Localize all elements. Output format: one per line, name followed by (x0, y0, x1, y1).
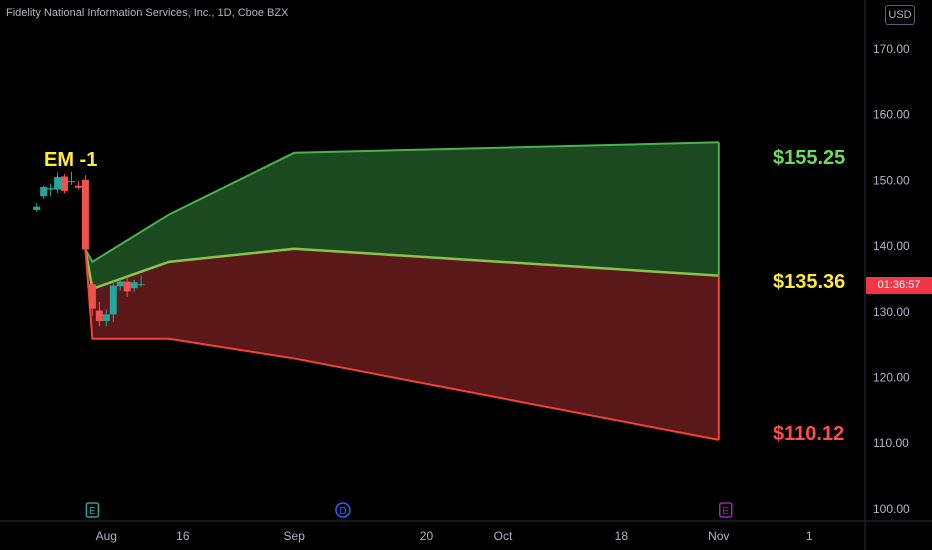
event-marker-letter: D (339, 506, 346, 517)
candle-body (54, 177, 62, 190)
time-tick-label: 20 (420, 529, 434, 543)
candle-body (109, 285, 117, 315)
time-tick-label: Sep (284, 529, 306, 543)
time-tick-label: Oct (494, 529, 513, 543)
candlesticks (33, 171, 145, 327)
candle-body (88, 284, 96, 309)
price-tick-label: 170.00 (873, 42, 910, 56)
band-fills (85, 142, 719, 440)
price-tick-label: 130.00 (873, 305, 910, 319)
candle-body (102, 314, 110, 321)
candle-body (68, 181, 75, 183)
time-tick-label: 18 (615, 529, 629, 543)
candle-body (81, 179, 89, 250)
event-marker-letter: E (89, 506, 96, 517)
em-label: EM -1 (44, 149, 97, 171)
currency-button[interactable]: USD (885, 5, 915, 25)
earnings-icon[interactable] (85, 502, 100, 518)
dividend-icon[interactable] (335, 502, 351, 518)
mid-band-line (84, 247, 719, 291)
candle-body (123, 281, 131, 292)
band-lines (84, 141, 720, 441)
earnings-icon[interactable] (718, 502, 733, 518)
price-tick-label: 150.00 (873, 173, 910, 187)
candle-body (95, 310, 103, 321)
candle-body (130, 282, 138, 289)
time-tick-label: Aug (96, 529, 117, 543)
lower-price-label: $110.12 (773, 423, 844, 445)
lower-band-fill (85, 248, 719, 440)
event-marker[interactable]: E (718, 502, 733, 518)
event-marker[interactable]: D (335, 502, 351, 518)
candle-body (74, 185, 82, 188)
band-labels: EM -1 $155.25 $135.36 $110.12 (44, 147, 845, 445)
upper-price-label: $155.25 (773, 147, 845, 169)
price-axis: 170.00 160.00 150.00 140.00 130.00 120.00 110.… (864, 0, 910, 550)
time-tick-label: 1 (806, 529, 813, 543)
time-axis: Aug 16 Sep 20 Oct 18 Nov 1 (0, 520, 932, 543)
price-countdown: 01:36:57 (866, 277, 932, 294)
event-marker[interactable]: E (85, 502, 100, 518)
candle-body (61, 176, 69, 191)
time-tick-label: 16 (176, 529, 190, 543)
candle-body (116, 281, 124, 287)
candle-body (47, 188, 55, 190)
time-tick-label: Nov (708, 529, 729, 543)
candle-body (40, 186, 48, 197)
symbol-title: Fidelity National Information Services, … (6, 7, 289, 19)
price-tick-label: 110.00 (873, 436, 909, 450)
event-marker-letter: E (722, 506, 729, 517)
upper-band-line (84, 141, 719, 264)
lower-band-line (84, 249, 719, 441)
price-tick-label: 120.00 (873, 371, 910, 385)
upper-band-fill (85, 142, 719, 289)
mid-price-label: $135.36 (773, 271, 845, 293)
candle-body (137, 284, 145, 286)
price-tick-label: 140.00 (873, 239, 910, 253)
candle-body (33, 206, 41, 210)
price-tick-label: 160.00 (873, 108, 910, 122)
price-tick-label: 100.00 (873, 502, 910, 516)
